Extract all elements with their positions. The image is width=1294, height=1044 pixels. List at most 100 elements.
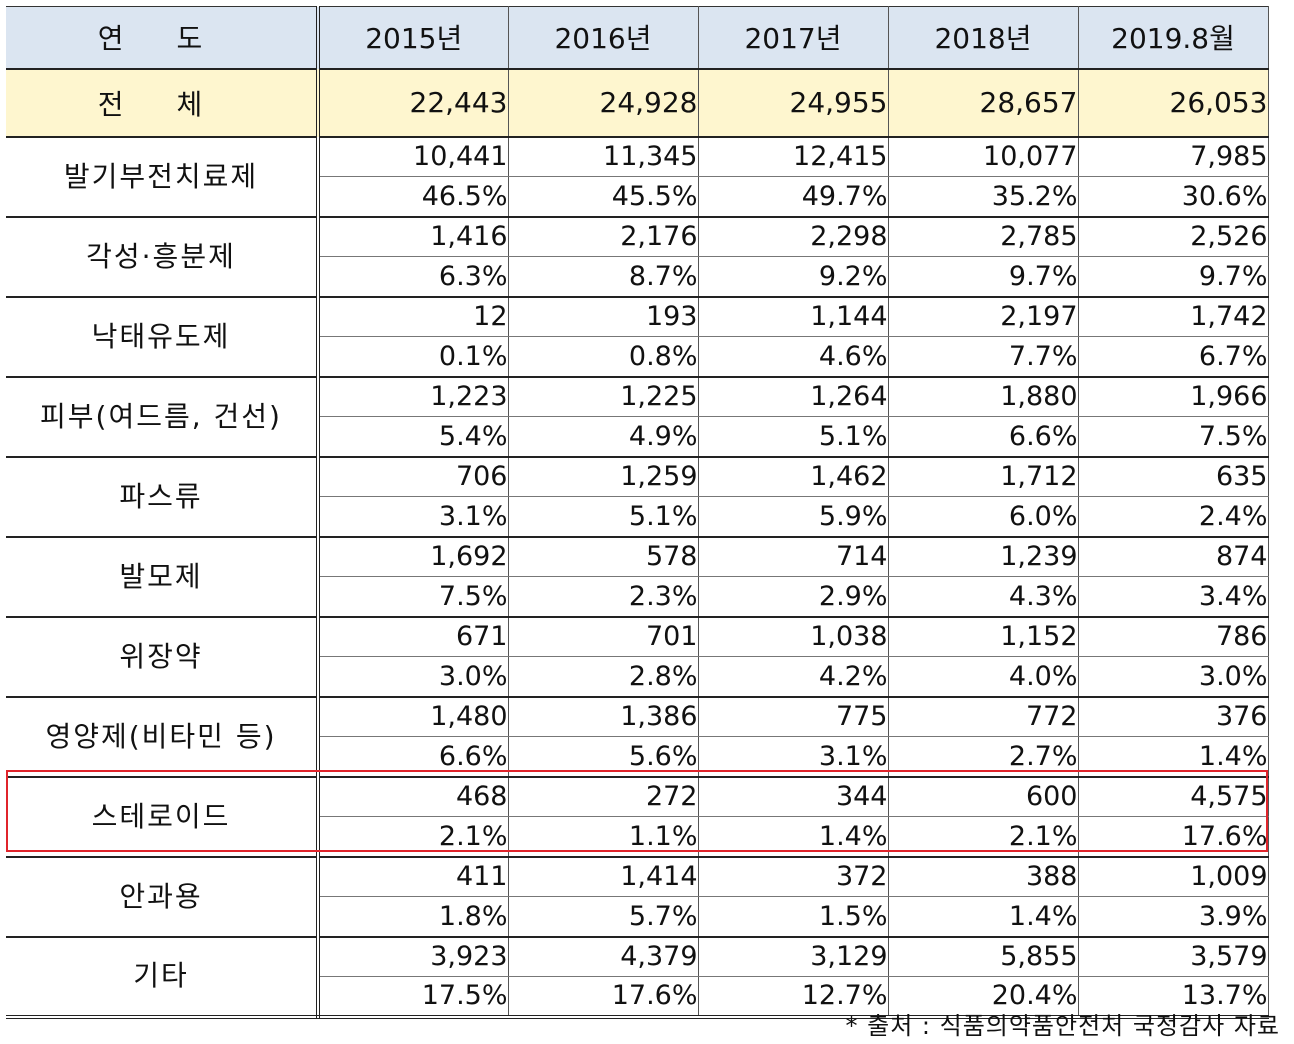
count-cell: 2,526 (1077, 216, 1269, 257)
pct-cell: 2.1% (317, 816, 509, 858)
pct-cell: 4.6% (697, 336, 889, 378)
count-cell: 1,009 (1077, 856, 1269, 897)
count-cell: 1,386 (507, 696, 699, 737)
pct-cell: 7.5% (1077, 416, 1269, 458)
count-cell: 1,462 (697, 456, 889, 497)
total-value: 24,928 (507, 68, 699, 138)
pct-cell: 6.6% (317, 736, 509, 778)
pct-cell: 6.6% (887, 416, 1079, 458)
pct-cell: 0.8% (507, 336, 699, 378)
category-pct-row: 17.5% 17.6% 12.7% 20.4% 13.7% (6, 976, 1269, 1019)
pct-cell: 6.7% (1077, 336, 1269, 378)
pct-cell: 6.3% (317, 256, 509, 298)
pct-cell: 9.7% (1077, 256, 1269, 298)
count-cell: 1,414 (507, 856, 699, 897)
pct-cell: 46.5% (317, 176, 509, 218)
count-cell: 2,785 (887, 216, 1079, 257)
header-year: 2018년 (887, 6, 1079, 70)
count-cell: 706 (317, 456, 509, 497)
count-cell: 1,966 (1077, 376, 1269, 417)
category-count-row: 영양제(비타민 등) 1,480 1,386 775 772 376 (6, 696, 1269, 778)
category-count-row: 발기부전치료제 10,441 11,345 12,415 10,077 7,985 (6, 136, 1269, 218)
category-label: 낙태유도제 (6, 296, 320, 378)
pct-cell: 17.5% (317, 976, 509, 1019)
pct-cell: 5.6% (507, 736, 699, 778)
count-cell: 372 (697, 856, 889, 897)
count-cell: 2,298 (697, 216, 889, 257)
pct-cell: 5.1% (507, 496, 699, 538)
count-cell: 772 (887, 696, 1079, 737)
category-label: 스테로이드 (6, 776, 320, 858)
pct-cell: 3.1% (317, 496, 509, 538)
count-cell: 11,345 (507, 136, 699, 177)
pct-cell: 7.5% (317, 576, 509, 618)
pct-cell: 9.7% (887, 256, 1079, 298)
category-count-row: 각성·흥분제 1,416 2,176 2,298 2,785 2,526 (6, 216, 1269, 298)
pct-cell: 30.6% (1077, 176, 1269, 218)
count-cell: 635 (1077, 456, 1269, 497)
category-pct-row: 3.0% 2.8% 4.2% 4.0% 3.0% (6, 656, 1269, 698)
count-cell: 600 (887, 776, 1079, 817)
count-cell: 3,579 (1077, 936, 1269, 977)
category-count-row: 위장약 671 701 1,038 1,152 786 (6, 616, 1269, 698)
count-cell: 775 (697, 696, 889, 737)
category-pct-row: 0.1% 0.8% 4.6% 7.7% 6.7% (6, 336, 1269, 378)
pct-cell: 4.9% (507, 416, 699, 458)
category-pct-row: 1.8% 5.7% 1.5% 1.4% 3.9% (6, 896, 1269, 938)
category-count-row: 발모제 1,692 578 714 1,239 874 (6, 536, 1269, 618)
count-cell: 4,379 (507, 936, 699, 977)
count-cell: 1,152 (887, 616, 1079, 657)
pct-cell: 1.1% (507, 816, 699, 858)
pct-cell: 5.4% (317, 416, 509, 458)
category-pct-row: 46.5% 45.5% 49.7% 35.2% 30.6% (6, 176, 1269, 218)
count-cell: 578 (507, 536, 699, 577)
count-cell: 1,712 (887, 456, 1079, 497)
header-label: 연 도 (6, 6, 320, 70)
pct-cell: 12.7% (697, 976, 889, 1019)
count-cell: 714 (697, 536, 889, 577)
count-cell: 1,144 (697, 296, 889, 337)
pct-cell: 3.1% (697, 736, 889, 778)
pct-cell: 13.7% (1077, 976, 1269, 1019)
total-label: 전 체 (6, 68, 320, 138)
category-count-row: 피부(여드름, 건선) 1,223 1,225 1,264 1,880 1,966 (6, 376, 1269, 458)
pct-cell: 3.9% (1077, 896, 1269, 938)
count-cell: 388 (887, 856, 1079, 897)
pct-cell: 2.9% (697, 576, 889, 618)
header-year: 2019.8월 (1077, 6, 1269, 70)
category-label: 피부(여드름, 건선) (6, 376, 320, 458)
stats-table: 연 도 2015년 2016년 2017년 2018년 2019.8월 전 체 … (6, 6, 1269, 1019)
count-cell: 5,855 (887, 936, 1079, 977)
header-year: 2015년 (317, 6, 509, 70)
count-cell: 1,264 (697, 376, 889, 417)
category-label: 위장약 (6, 616, 320, 698)
pct-cell: 49.7% (697, 176, 889, 218)
count-cell: 344 (697, 776, 889, 817)
category-pct-row: 5.4% 4.9% 5.1% 6.6% 7.5% (6, 416, 1269, 458)
count-cell: 671 (317, 616, 509, 657)
pct-cell: 2.3% (507, 576, 699, 618)
category-label: 안과용 (6, 856, 320, 938)
pct-cell: 17.6% (1077, 816, 1269, 858)
table-body: 전 체 22,443 24,928 24,955 28,657 26,053 발… (6, 68, 1269, 1019)
category-count-row: 기타 3,923 4,379 3,129 5,855 3,579 (6, 936, 1269, 1019)
count-cell: 1,692 (317, 536, 509, 577)
pct-cell: 8.7% (507, 256, 699, 298)
pct-cell: 2.4% (1077, 496, 1269, 538)
category-label: 기타 (6, 936, 320, 1019)
category-count-row: 안과용 411 1,414 372 388 1,009 (6, 856, 1269, 938)
category-label: 영양제(비타민 등) (6, 696, 320, 778)
category-pct-row: 6.3% 8.7% 9.2% 9.7% 9.7% (6, 256, 1269, 298)
count-cell: 1,239 (887, 536, 1079, 577)
category-label: 파스류 (6, 456, 320, 538)
count-cell: 3,923 (317, 936, 509, 977)
pct-cell: 3.4% (1077, 576, 1269, 618)
pct-cell: 1.4% (887, 896, 1079, 938)
count-cell: 3,129 (697, 936, 889, 977)
count-cell: 701 (507, 616, 699, 657)
count-cell: 4,575 (1077, 776, 1269, 817)
pct-cell: 17.6% (507, 976, 699, 1019)
count-cell: 1,225 (507, 376, 699, 417)
count-cell: 468 (317, 776, 509, 817)
pct-cell: 1.8% (317, 896, 509, 938)
